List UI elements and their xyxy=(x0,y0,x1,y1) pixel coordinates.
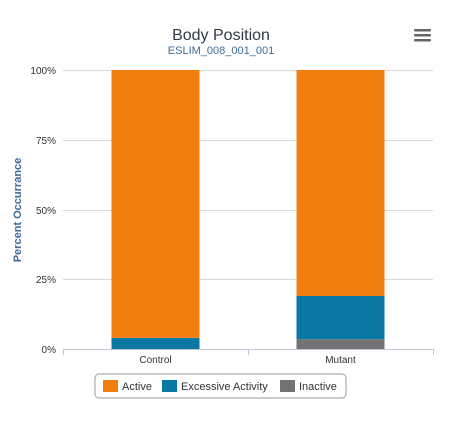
x-tick-label: Mutant xyxy=(325,355,356,366)
legend-swatch xyxy=(103,380,118,392)
legend-item[interactable]: Active xyxy=(103,380,152,393)
bar-segment xyxy=(111,70,200,338)
x-axis: Control Mutant xyxy=(63,349,434,366)
bars xyxy=(111,70,385,349)
y-tick-label: 25% xyxy=(36,275,56,286)
bar-segment xyxy=(296,70,385,296)
y-tick-label: 75% xyxy=(36,136,56,147)
y-tick-label: 0% xyxy=(42,345,57,356)
y-tick-label: 50% xyxy=(36,206,56,217)
x-tick-label: Control xyxy=(139,355,171,366)
legend-swatch xyxy=(280,380,295,392)
legend-label: Active xyxy=(122,381,152,393)
legend-swatch xyxy=(162,380,177,392)
legend-label: Excessive Activity xyxy=(181,381,268,393)
legend-item[interactable]: Excessive Activity xyxy=(162,380,268,393)
bar-segment xyxy=(111,337,200,349)
y-axis-ticks: 0% 25% 50% 75% 100% xyxy=(30,66,56,356)
bar-segment xyxy=(296,295,385,340)
chart-title: Body Position xyxy=(172,27,270,44)
hamburger-menu-icon[interactable] xyxy=(412,28,434,44)
legend-label: Inactive xyxy=(299,381,337,393)
bar-segment xyxy=(296,339,385,349)
y-tick-label: 100% xyxy=(30,66,56,77)
legend-item[interactable]: Inactive xyxy=(280,380,337,393)
chart-subtitle: ESLIM_008_001_001 xyxy=(168,45,274,57)
legend: Active Excessive Activity Inactive xyxy=(94,373,347,399)
y-axis-label: Percent Occurrance xyxy=(12,158,24,263)
